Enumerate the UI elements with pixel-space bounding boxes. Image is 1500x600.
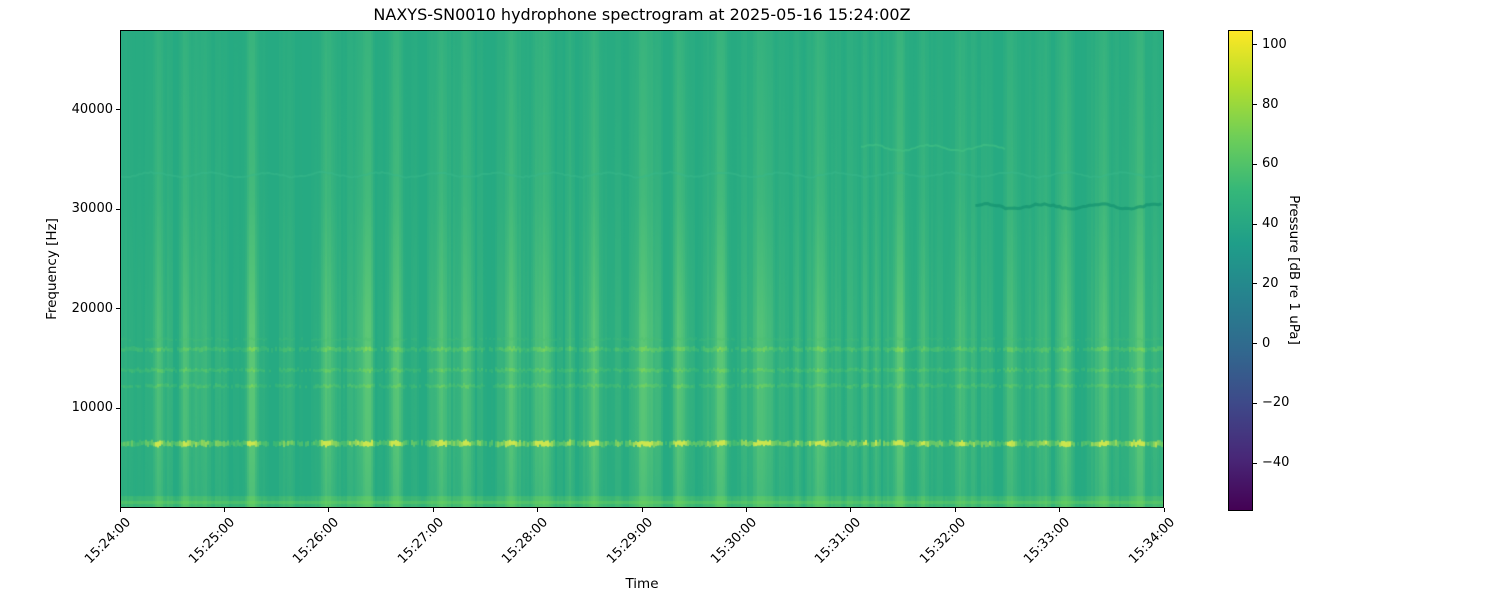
x-tick-label-text: 15:34:00	[1125, 515, 1178, 567]
colorbar-tick-label: 40	[1262, 215, 1279, 231]
x-tick	[537, 508, 539, 512]
colorbar-tick	[1253, 223, 1257, 225]
x-tick-label-text: 15:28:00	[499, 515, 552, 567]
colorbar-tick	[1253, 343, 1257, 345]
colorbar-tick	[1253, 283, 1257, 285]
x-tick	[1059, 508, 1061, 512]
x-tick-label-text: 15:26:00	[290, 515, 343, 567]
colorbar-tick	[1253, 44, 1257, 46]
x-tick	[119, 508, 121, 512]
x-tick-label-text: 15:25:00	[186, 515, 238, 567]
x-tick	[954, 508, 956, 512]
colorbar	[1228, 30, 1253, 511]
colorbar-tick-label: −40	[1262, 454, 1290, 470]
y-tick-label: 30000	[71, 201, 113, 216]
colorbar-label: Pressure [dB re 1 uPa]	[1286, 195, 1302, 345]
colorbar-tick-label: −20	[1262, 395, 1290, 411]
x-tick	[223, 508, 225, 512]
colorbar-tick	[1253, 163, 1257, 165]
y-tick	[116, 407, 120, 409]
colorbar-tick-label: 60	[1262, 156, 1279, 172]
x-tick-label-text: 15:24:00	[81, 515, 134, 567]
colorbar-tick	[1253, 462, 1257, 464]
x-tick-label-text: 15:33:00	[1021, 515, 1074, 567]
x-tick	[850, 508, 852, 512]
y-tick	[116, 208, 120, 210]
x-tick	[641, 508, 643, 512]
x-tick-label-text: 15:31:00	[812, 515, 865, 567]
colorbar-tick-label: 80	[1262, 96, 1279, 112]
x-tick	[432, 508, 434, 512]
spectrogram-canvas	[121, 31, 1163, 507]
y-tick-label: 10000	[71, 400, 113, 416]
y-tick	[116, 109, 120, 111]
y-tick	[116, 308, 120, 310]
colorbar-gradient	[1229, 31, 1252, 510]
x-tick	[745, 508, 747, 512]
x-tick-label-text: 15:30:00	[708, 515, 760, 567]
x-tick-label-text: 15:29:00	[603, 515, 656, 567]
colorbar-tick-label: 0	[1262, 335, 1271, 351]
chart-title: NAXYS-SN0010 hydrophone spectrogram at 2…	[373, 5, 911, 24]
x-tick-label-text: 15:32:00	[916, 515, 969, 567]
x-tick-label-text: 15:27:00	[394, 515, 447, 567]
x-tick	[1163, 508, 1165, 512]
y-tick-label: 40000	[71, 101, 113, 117]
plot-area	[120, 30, 1164, 508]
y-tick-label: 20000	[71, 300, 113, 316]
colorbar-tick	[1253, 402, 1257, 404]
x-axis-label: Time	[625, 576, 659, 592]
x-tick	[328, 508, 330, 512]
y-axis-label: Frequency [Hz]	[44, 218, 60, 320]
colorbar-tick-label: 20	[1262, 275, 1279, 291]
colorbar-tick-label: 100	[1262, 36, 1287, 52]
colorbar-tick	[1253, 104, 1257, 106]
